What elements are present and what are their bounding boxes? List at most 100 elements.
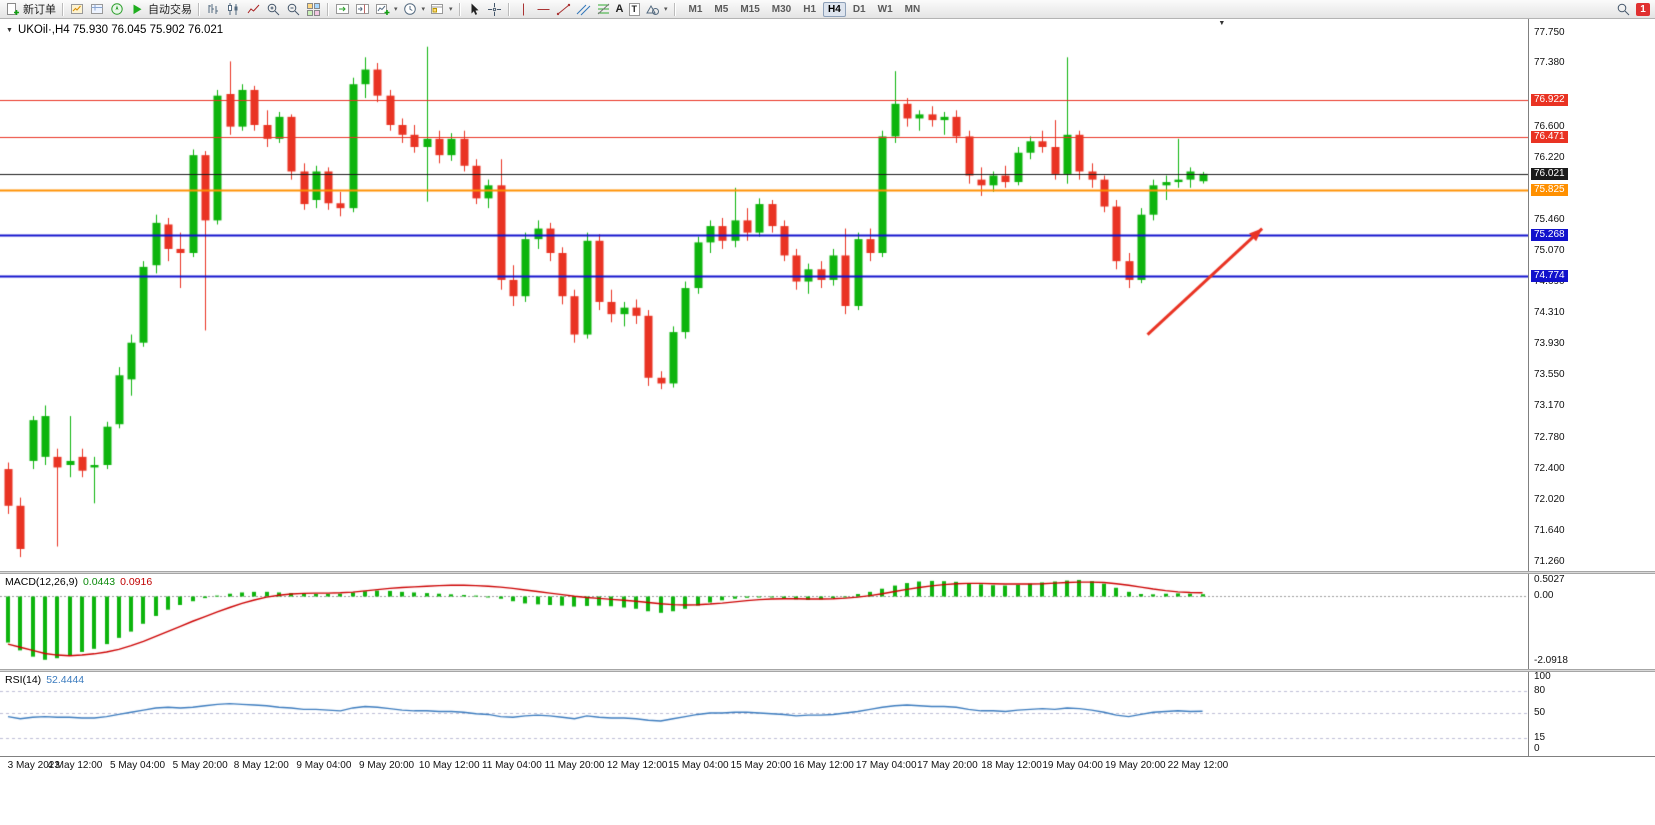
toolbar-separator	[673, 2, 676, 16]
timeframe-button-m30[interactable]: M30	[771, 3, 792, 15]
macd-label: MACD(12,26,9) 0.0443 0.0916	[5, 576, 152, 588]
time-axis-label: 11 May 20:00	[544, 760, 605, 771]
label-tool-label: T	[628, 2, 640, 16]
chevron-down-icon: ▾	[449, 6, 453, 13]
time-axis-label: 5 May 20:00	[172, 760, 228, 771]
price-tick-label: 73.170	[1534, 400, 1565, 412]
timeframe-button-h1[interactable]: H1	[803, 3, 817, 15]
candlestick-mode-button[interactable]	[224, 1, 243, 18]
timeframe-button-w1[interactable]: W1	[877, 3, 893, 15]
zoom-out-button[interactable]	[284, 1, 303, 18]
rsi-value: 52.4444	[46, 674, 85, 686]
new-order-button[interactable]: 新订单	[3, 1, 58, 18]
rsi-label: RSI(14) 52.4444	[5, 674, 84, 686]
rsi-canvas[interactable]	[0, 672, 1528, 756]
rsi-panel: RSI(14) 52.4444 100 80 50 15 0	[0, 671, 1655, 756]
cursor-tool-button[interactable]	[465, 1, 484, 18]
notification-badge[interactable]: 1	[1636, 2, 1650, 16]
zoom-in-button[interactable]	[264, 1, 283, 18]
label-tool-button[interactable]: T	[627, 1, 643, 18]
new-chart-button[interactable]: ▾	[373, 1, 400, 18]
toolbar-separator	[62, 2, 64, 16]
price-tick-label: 72.020	[1534, 494, 1565, 506]
rsi-axis[interactable]: 100 80 50 15 0	[1529, 671, 1655, 756]
price-tick-label: 77.380	[1534, 57, 1565, 69]
rsi-tick-label: 0	[1534, 743, 1540, 755]
horizontal-line-tool-button[interactable]	[534, 1, 553, 18]
collapse-triangle-icon[interactable]: ▼	[6, 26, 13, 34]
chart-title: ▼ UKOil·,H4 75.930 76.045 75.902 76.021	[6, 24, 223, 36]
time-axis[interactable]: 3 May 2023 4 May 12:00 5 May 04:00 5 May 20…	[0, 756, 1655, 775]
chart-shift-marker-icon[interactable]: ▼	[1218, 20, 1226, 27]
candlestick-icon	[228, 2, 238, 15]
price-line-badge: 76.922	[1531, 94, 1568, 107]
macd-name: MACD(12,26,9)	[5, 576, 78, 588]
timeframe-button-mn[interactable]: MN	[904, 3, 921, 15]
bar-chart-mode-button[interactable]	[204, 1, 223, 18]
profiles-icon	[431, 3, 444, 14]
time-axis-label: 22 May 12:00	[1167, 760, 1229, 771]
period-button[interactable]: ▾	[401, 1, 428, 18]
vertical-line-tool-button[interactable]	[514, 1, 533, 18]
fibonacci-icon	[597, 3, 609, 14]
tile-windows-button[interactable]	[304, 1, 323, 18]
shapes-tool-button[interactable]: ▾	[643, 1, 670, 18]
bar-chart-icon	[208, 3, 218, 14]
market-watch-button[interactable]	[68, 1, 87, 18]
time-axis-label: 19 May 04:00	[1042, 760, 1103, 771]
rsi-tick-label: 80	[1534, 685, 1546, 697]
new-chart-icon	[376, 3, 390, 15]
time-axis-label: 11 May 04:00	[481, 760, 542, 771]
auto-scroll-button[interactable]	[333, 1, 352, 18]
price-tick-label: 74.310	[1534, 307, 1565, 319]
timeframe-button-d1[interactable]: D1	[852, 3, 866, 15]
price-line-badge: 75.825	[1531, 183, 1568, 196]
chart-shift-button[interactable]	[353, 1, 372, 18]
toolbar-separator	[327, 2, 329, 16]
price-axis[interactable]: 77.750 77.380 76.600 76.220 75.460 75.070 74.6…	[1529, 19, 1655, 571]
time-axis-label: 9 May 04:00	[296, 760, 352, 771]
autotrade-button[interactable]: 自动交易	[128, 1, 194, 18]
data-window-icon	[91, 3, 103, 14]
timeframe-button-m1[interactable]: M1	[688, 3, 703, 15]
vline-icon	[522, 3, 524, 15]
channel-tool-button[interactable]	[574, 1, 593, 18]
time-axis-label: 17 May 20:00	[917, 760, 978, 771]
macd-signal-value: 0.0916	[120, 576, 153, 588]
trendline-tool-button[interactable]	[554, 1, 573, 18]
navigator-button[interactable]	[108, 1, 127, 18]
shapes-icon	[646, 4, 659, 15]
panel-splitter[interactable]	[0, 669, 1655, 672]
price-tick-label: 74.690	[1534, 276, 1565, 288]
fibonacci-tool-button[interactable]	[594, 1, 613, 18]
macd-axis[interactable]: 0.5027 0.00 -2.0918	[1529, 574, 1655, 669]
toolbar-separator	[458, 2, 461, 16]
profiles-button[interactable]: ▾	[428, 1, 455, 18]
macd-tick-label: 0.5027	[1534, 573, 1565, 585]
price-tick-label: 76.220	[1534, 151, 1565, 163]
new-order-icon	[7, 2, 19, 15]
panel-splitter[interactable]	[0, 571, 1655, 574]
time-axis-label: 8 May 12:00	[233, 760, 289, 771]
timeframe-button-h4[interactable]: H4	[823, 1, 846, 17]
text-tool-button[interactable]: A	[614, 1, 626, 18]
zoom-in-icon	[267, 3, 280, 15]
search-icon[interactable]	[1616, 2, 1631, 17]
navigator-icon	[111, 2, 123, 15]
timeframe-button-m15[interactable]: M15	[740, 3, 760, 15]
macd-canvas[interactable]	[0, 574, 1528, 669]
data-window-button[interactable]	[88, 1, 107, 18]
time-axis-label: 9 May 20:00	[359, 760, 415, 771]
autotrade-label: 自动交易	[148, 4, 192, 16]
line-chart-mode-button[interactable]	[244, 1, 263, 18]
timeframe-button-m5[interactable]: M5	[714, 3, 729, 15]
main-chart-canvas[interactable]	[0, 19, 1528, 571]
rsi-tick-label: 15	[1534, 732, 1546, 744]
time-axis-label: 12 May 12:00	[606, 760, 668, 771]
price-tick-label: 75.070	[1534, 245, 1565, 257]
time-axis-label: 4 May 12:00	[47, 760, 103, 771]
rsi-plot-area: RSI(14) 52.4444	[0, 672, 1529, 756]
crosshair-tool-button[interactable]	[485, 1, 504, 18]
time-axis-label: 16 May 12:00	[793, 760, 854, 771]
